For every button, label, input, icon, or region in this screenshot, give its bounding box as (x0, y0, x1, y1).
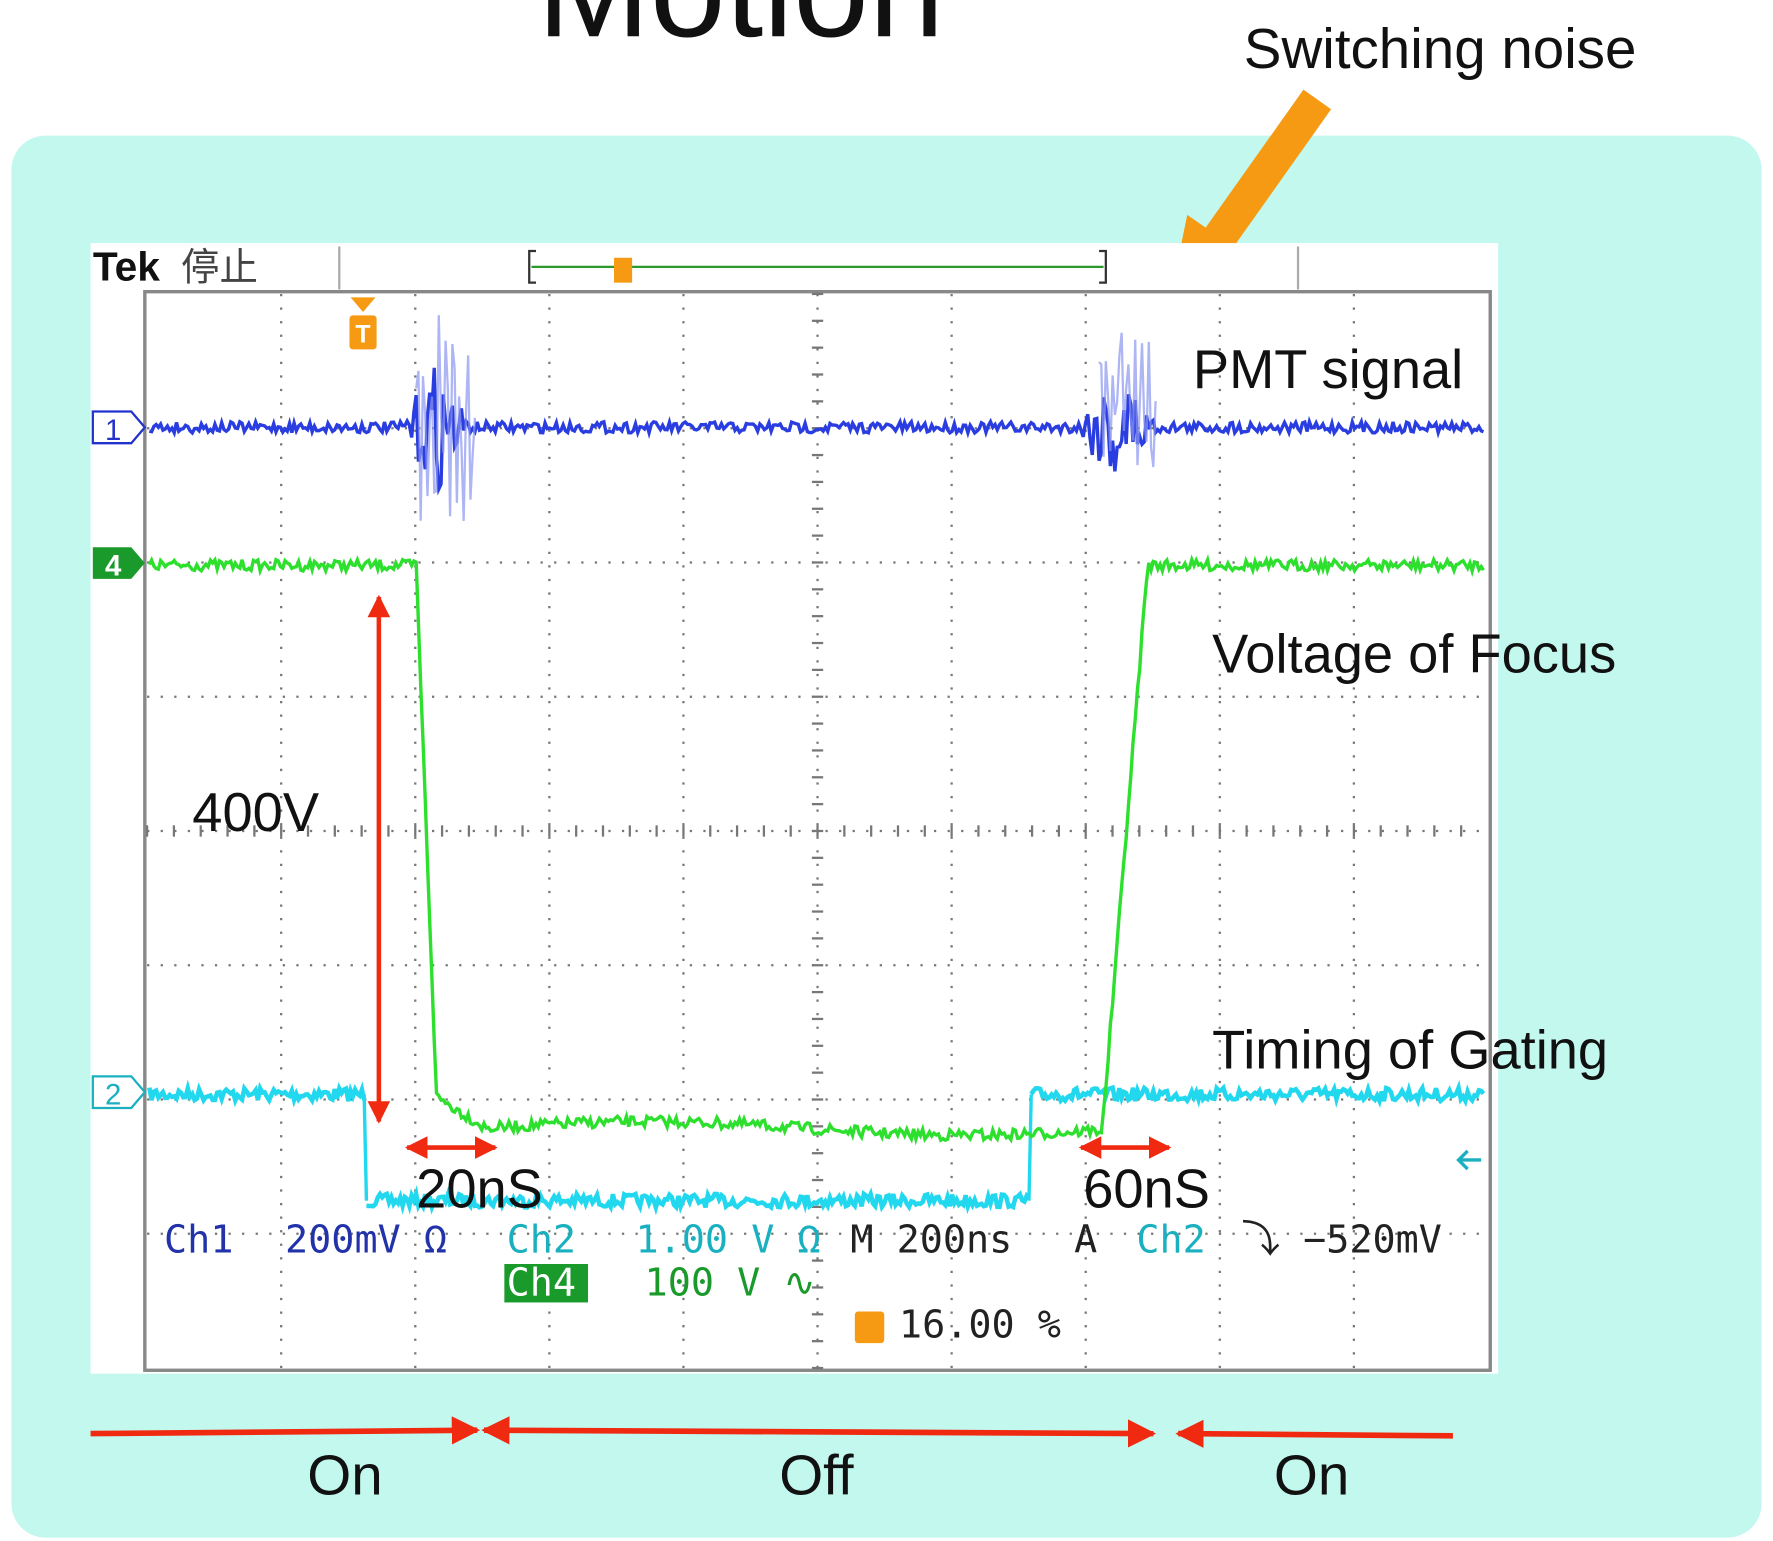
ch4-marker-label: 4 (105, 549, 122, 582)
ch2-trace (1029, 1094, 1031, 1200)
readout: 200mV Ω (285, 1218, 447, 1263)
ch2-trace (364, 1094, 366, 1200)
readout: Ch2 (507, 1218, 576, 1263)
readout: A (1074, 1218, 1097, 1263)
record-trigger (614, 258, 632, 283)
amplitude-label: 400V (192, 783, 319, 843)
phase-arrow (91, 1430, 478, 1433)
trigger-icon (855, 1311, 884, 1343)
trigger-marker: T (355, 321, 370, 349)
slide: Motion Switching noise Tek 停止 T 1 4 2 40… (0, 0, 1773, 1541)
rise-time: 60nS (1083, 1159, 1210, 1219)
readout: Ch4 (507, 1261, 576, 1306)
ch2-marker-label: 2 (105, 1079, 121, 1112)
callout: Switching noise (1244, 17, 1637, 80)
scope-status: 停止 (181, 246, 258, 289)
readout: ⤵ −520mV (1242, 1218, 1442, 1263)
phase-label: On (307, 1444, 382, 1507)
trace-label: PMT signal (1193, 340, 1463, 400)
scope-brand: Tek (93, 243, 160, 289)
trace-label: Timing of Gating (1212, 1020, 1608, 1080)
fall-time: 20nS (416, 1159, 543, 1219)
slide-title: Motion (537, 0, 944, 65)
phase-label: Off (779, 1444, 854, 1507)
readout: Ch1 (164, 1218, 233, 1263)
trace-label: Voltage of Focus (1212, 625, 1616, 685)
readout: M 200ns (850, 1218, 1012, 1263)
readout: 1.00 V Ω (636, 1218, 821, 1263)
phase-label: On (1274, 1444, 1349, 1507)
readout: Ch2 (1136, 1218, 1205, 1263)
page: Motion Switching noise Tek 停止 T 1 4 2 40… (0, 0, 1773, 1541)
ch1-marker-label: 1 (105, 414, 121, 447)
readout: 16.00 % (899, 1302, 1061, 1347)
phase-arrow (1178, 1434, 1453, 1436)
readout: 100 V ∿ (645, 1261, 816, 1306)
phase-arrow (484, 1430, 1153, 1433)
